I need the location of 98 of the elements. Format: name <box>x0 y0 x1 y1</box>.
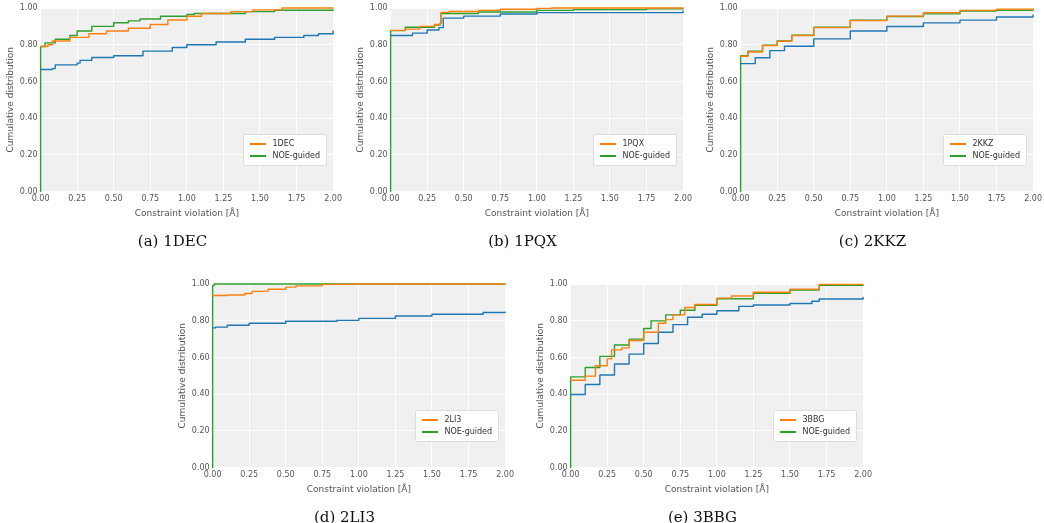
x-tick-label: 1.75 <box>637 194 656 204</box>
x-tick-label: 0.25 <box>68 194 87 204</box>
y-tick-label: 0.20 <box>719 149 738 159</box>
x-tick-label: 1.50 <box>601 194 619 204</box>
x-tick-label: 0.50 <box>634 470 653 480</box>
x-tick-label: 0.50 <box>276 470 295 480</box>
x-tick-label: 0.00 <box>31 194 50 204</box>
x-tick-label: 1.00 <box>707 470 726 480</box>
x-tick-label: 2.00 <box>674 194 692 204</box>
x-tick-label: 0.25 <box>418 194 437 204</box>
y-tick-label: 0.80 <box>719 39 738 49</box>
x-tick-label: 1.50 <box>423 470 441 480</box>
x-tick-label: 1.00 <box>877 194 896 204</box>
y-tick-label: 0.20 <box>369 149 388 159</box>
legend-label: 3BBG <box>802 413 825 426</box>
x-tick-label: 1.50 <box>951 194 969 204</box>
y-tick-label: 0.40 <box>369 113 388 123</box>
legend-label: NOE-guided <box>622 149 671 162</box>
y-axis-title: Cumulative distribution <box>704 47 715 153</box>
x-tick-label: 0.75 <box>671 470 690 480</box>
y-tick-label: 0.60 <box>191 352 210 362</box>
x-tick-label: 0.50 <box>454 194 473 204</box>
x-tick-label: 1.25 <box>564 194 583 204</box>
legend-label: NOE-guided <box>272 149 321 162</box>
legend-label: 1DEC <box>272 137 295 150</box>
x-tick-label: 1.25 <box>914 194 933 204</box>
x-tick-label: 2.00 <box>496 470 514 480</box>
legend-label: NOE-guided <box>972 149 1021 162</box>
legend-label: 2KKZ <box>972 137 994 150</box>
x-tick-label: 1.00 <box>177 194 196 204</box>
y-tick-label: 0.80 <box>19 39 38 49</box>
x-tick-label: 0.00 <box>731 194 750 204</box>
y-tick-label: 0.60 <box>549 352 568 362</box>
x-tick-label: 1.75 <box>287 194 306 204</box>
y-tick-label: 1.00 <box>549 279 568 289</box>
y-tick-label: 1.00 <box>191 279 210 289</box>
y-tick-label: 0.60 <box>19 76 38 86</box>
y-tick-label: 0.40 <box>549 389 568 399</box>
x-tick-label: 1.50 <box>251 194 269 204</box>
y-tick-label: 0.00 <box>369 186 388 196</box>
x-tick-label: 0.00 <box>203 470 222 480</box>
x-tick-label: 1.00 <box>349 470 368 480</box>
y-tick-label: 0.00 <box>549 462 568 472</box>
legend-label: 1PQX <box>622 137 645 150</box>
x-tick-label: 1.25 <box>214 194 233 204</box>
legend-label: 2LI3 <box>444 413 462 426</box>
x-tick-label: 0.25 <box>768 194 787 204</box>
x-tick-label: 0.75 <box>141 194 160 204</box>
y-tick-label: 0.40 <box>19 113 38 123</box>
x-tick-label: 1.50 <box>781 470 799 480</box>
y-axis-title: Cumulative distribution <box>4 47 15 153</box>
x-tick-label: 1.00 <box>527 194 546 204</box>
x-tick-label: 1.25 <box>744 470 763 480</box>
x-tick-label: 0.50 <box>804 194 823 204</box>
x-tick-label: 2.00 <box>854 470 872 480</box>
x-axis-title: Constraint violation [Å] <box>834 206 939 218</box>
y-axis-title: Cumulative distribution <box>534 323 545 429</box>
y-tick-label: 0.40 <box>719 113 738 123</box>
y-tick-label: 0.80 <box>549 315 568 325</box>
legend-label: NOE-guided <box>444 425 493 438</box>
y-tick-label: 0.60 <box>719 76 738 86</box>
x-tick-label: 0.25 <box>598 470 617 480</box>
x-axis-title: Constraint violation [Å] <box>306 482 411 494</box>
x-axis-title: Constraint violation [Å] <box>134 206 239 218</box>
text: (c) 2KKZ <box>837 232 908 250</box>
x-tick-label: 0.75 <box>313 470 332 480</box>
x-tick-label: 1.75 <box>817 470 836 480</box>
x-tick-label: 1.75 <box>987 194 1006 204</box>
y-axis-title: Cumulative distribution <box>354 47 365 153</box>
x-tick-label: 1.75 <box>459 470 478 480</box>
y-tick-label: 0.80 <box>369 39 388 49</box>
y-tick-label: 0.20 <box>19 149 38 159</box>
x-tick-label: 1.25 <box>386 470 405 480</box>
y-tick-label: 0.20 <box>191 425 210 435</box>
x-tick-label: 0.00 <box>381 194 400 204</box>
y-tick-label: 0.20 <box>549 425 568 435</box>
y-axis-title: Cumulative distribution <box>176 323 187 429</box>
x-tick-label: 2.00 <box>1024 194 1042 204</box>
y-tick-label: 0.00 <box>191 462 210 472</box>
y-tick-label: 0.60 <box>369 76 388 86</box>
text: (a) 1DEC <box>136 232 209 250</box>
y-tick-label: 1.00 <box>719 3 738 13</box>
x-tick-label: 0.25 <box>240 470 259 480</box>
y-tick-label: 0.00 <box>19 186 38 196</box>
y-tick-label: 0.40 <box>191 389 210 399</box>
text: (b) 1PQX <box>487 232 558 250</box>
x-tick-label: 0.00 <box>561 470 580 480</box>
x-axis-title: Constraint violation [Å] <box>484 206 589 218</box>
y-tick-label: 1.00 <box>19 3 38 13</box>
x-tick-label: 0.50 <box>104 194 123 204</box>
y-tick-label: 0.80 <box>191 315 210 325</box>
legend-label: NOE-guided <box>802 425 851 438</box>
y-tick-label: 1.00 <box>369 3 388 13</box>
y-tick-label: 0.00 <box>719 186 738 196</box>
x-axis-title: Constraint violation [Å] <box>664 482 769 494</box>
x-tick-label: 2.00 <box>324 194 342 204</box>
x-tick-label: 0.75 <box>841 194 860 204</box>
x-tick-label: 0.75 <box>491 194 510 204</box>
